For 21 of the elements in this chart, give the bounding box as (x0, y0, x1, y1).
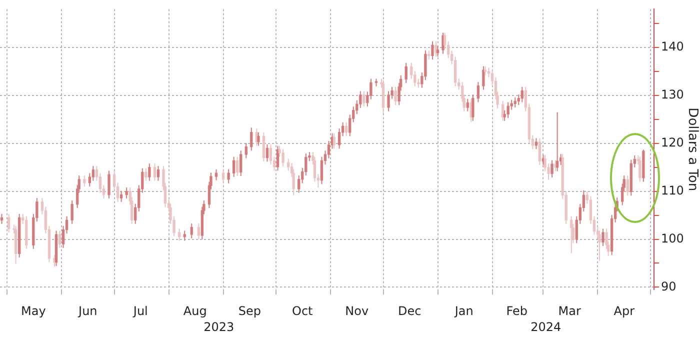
y-tick-label: 130 (661, 88, 684, 102)
x-tick-label: May (20, 304, 46, 318)
x-tick-label: Jul (132, 304, 148, 318)
y-tick-label: 120 (661, 136, 684, 150)
y-tick-label: 110 (661, 183, 684, 198)
text: 2024 (530, 320, 562, 334)
x-tick-label: Mar (558, 304, 581, 318)
x-tick-label: Jun (78, 304, 98, 318)
y-tick-label: 90 (661, 279, 676, 294)
x-tick-label: Apr (614, 304, 635, 318)
x-tick-label: Aug (183, 304, 207, 318)
x-tick-label: Dec (398, 304, 422, 318)
x-tick-label: Oct (292, 304, 314, 318)
x-tick-label: Jan (454, 304, 474, 318)
x-tick-label: Nov (345, 304, 369, 318)
y-axis-title: Dollars a Ton (684, 108, 700, 192)
x-tick-label: Feb (506, 304, 528, 318)
x-tick-label: Sep (238, 304, 261, 318)
y-tick-label: 140 (661, 40, 684, 54)
text: 2023 (204, 320, 234, 334)
y-tick-label: 100 (661, 231, 684, 246)
